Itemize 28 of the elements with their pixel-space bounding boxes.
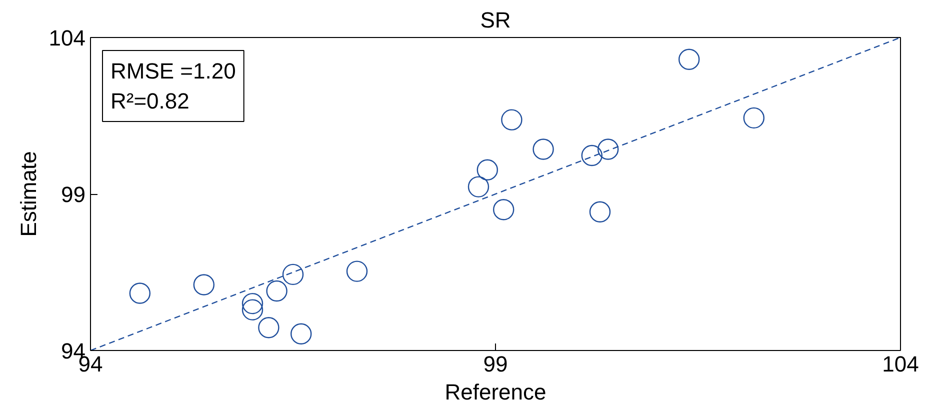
point [242,292,264,314]
point [193,274,214,296]
point [129,282,151,304]
point [346,260,368,282]
point [258,317,280,338]
y-tick-label: 104 [48,26,86,50]
point [468,176,490,198]
point [282,264,304,286]
x-axis-title: Reference [444,380,546,404]
point [581,144,602,166]
x-tick-label: 104 [882,352,919,376]
annotation: RMSE =1.20 [110,58,236,84]
point [597,138,619,160]
point [493,199,514,220]
point [242,299,264,320]
chart-title: SR [480,8,511,32]
annotation: R²=0.82 [110,88,190,114]
y-axis-title: Estimate [16,151,41,237]
y-tick-label: 99 [61,182,86,207]
point [266,280,288,302]
point [501,109,522,130]
x-tick-label: 99 [483,352,508,376]
point [589,201,611,222]
point [743,107,764,129]
point [290,323,312,344]
point [678,48,700,70]
point [476,159,498,180]
point [532,138,554,160]
